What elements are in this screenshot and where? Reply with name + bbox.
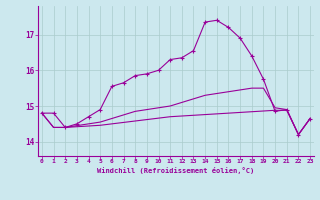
X-axis label: Windchill (Refroidissement éolien,°C): Windchill (Refroidissement éolien,°C): [97, 167, 255, 174]
